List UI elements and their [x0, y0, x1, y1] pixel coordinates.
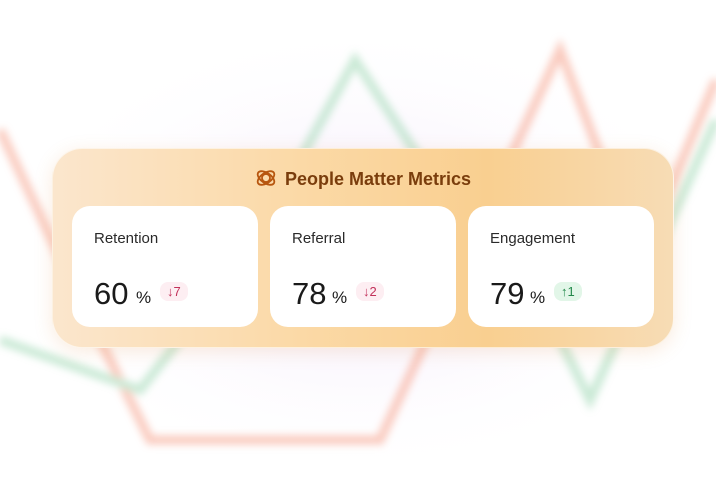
- metric-card: Engagement 79 % ↑1: [468, 206, 654, 327]
- metric-label: Retention: [94, 230, 159, 247]
- metric-value: 78: [292, 276, 327, 311]
- metric-label: Referral: [292, 230, 346, 247]
- metrics-panel: People Matter Metrics Retention 60 % ↓7 …: [52, 148, 674, 348]
- metric-unit: %: [136, 288, 152, 307]
- panel-header: People Matter Metrics: [53, 167, 673, 190]
- metric-change: ↓2: [356, 282, 384, 301]
- metric-card: Retention 60 % ↓7: [72, 206, 258, 327]
- metric-value: 79: [490, 276, 525, 311]
- metric-card: Referral 78 % ↓2: [270, 206, 456, 327]
- metric-label: Engagement: [490, 230, 576, 247]
- metric-value: 60: [94, 276, 129, 311]
- metric-unit: %: [332, 288, 348, 307]
- metric-change: ↑1: [554, 282, 582, 301]
- panel-title: People Matter Metrics: [284, 169, 472, 189]
- metric-change: ↓7: [160, 282, 188, 301]
- metric-unit: %: [530, 288, 546, 307]
- logo-icon: [256, 170, 276, 186]
